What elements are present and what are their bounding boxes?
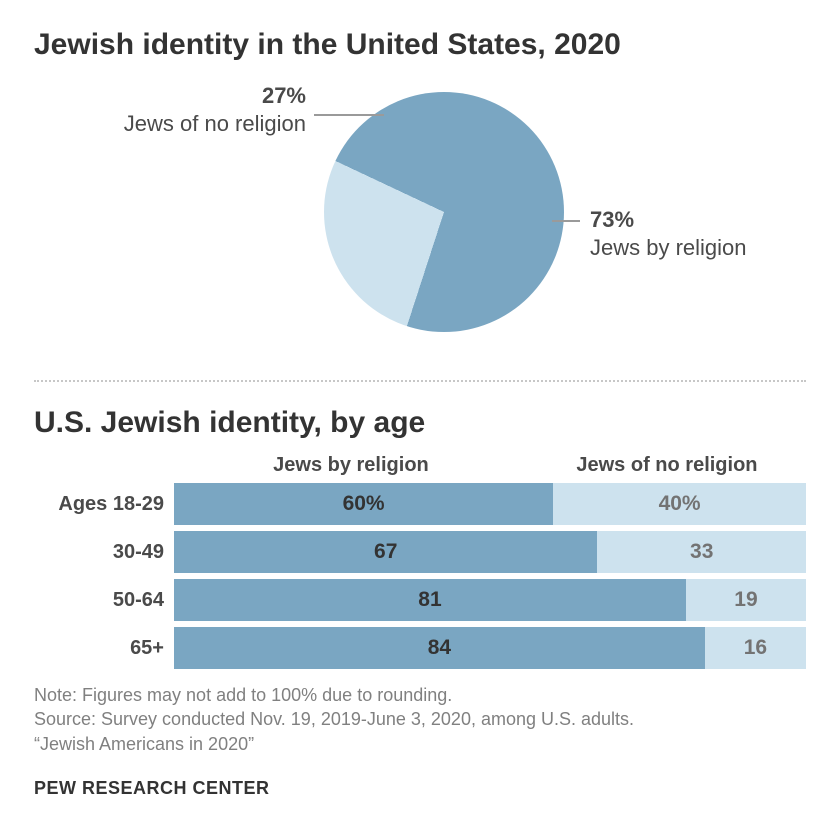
table-row: 30-496733 — [34, 531, 806, 573]
leader-line-by-religion — [552, 220, 580, 222]
bar-segment-by-religion: 60% — [174, 483, 553, 525]
bar-track: 8416 — [174, 627, 806, 669]
bar-segment-by-religion: 81 — [174, 579, 686, 621]
bar-segment-no-religion: 33 — [597, 531, 806, 573]
leader-line-no-religion — [314, 114, 384, 116]
row-label: 50-64 — [34, 589, 174, 612]
bar-track: 8119 — [174, 579, 806, 621]
pie-chart — [324, 92, 564, 332]
footnote-line: Source: Survey conducted Nov. 19, 2019-J… — [34, 707, 806, 731]
pie-label-by-religion: 73% Jews by religion — [590, 206, 790, 261]
chart-title-2: U.S. Jewish identity, by age — [34, 406, 806, 440]
pie-chart-disc — [324, 92, 564, 332]
bar-segment-no-religion: 19 — [686, 579, 806, 621]
pie-pct-by-religion: 73% — [590, 207, 634, 232]
footnotes: Note: Figures may not add to 100% due to… — [34, 683, 806, 756]
bar-headers: Jews by religion Jews of no religion — [174, 454, 806, 477]
section-divider — [34, 380, 806, 382]
table-row: Ages 18-2960%40% — [34, 483, 806, 525]
row-label: 65+ — [34, 637, 174, 660]
pie-text-by-religion: Jews by religion — [590, 235, 747, 260]
footnote-line: “Jewish Americans in 2020” — [34, 732, 806, 756]
bar-segment-by-religion: 84 — [174, 627, 705, 669]
bar-track: 6733 — [174, 531, 806, 573]
bar-header-right: Jews of no religion — [528, 454, 806, 477]
stacked-bar-chart: Jews by religion Jews of no religion Age… — [34, 454, 806, 669]
bar-segment-no-religion: 40% — [553, 483, 806, 525]
pie-chart-section: 27% Jews of no religion 73% Jews by reli… — [34, 82, 806, 372]
bar-segment-no-religion: 16 — [705, 627, 806, 669]
pie-label-no-religion: 27% Jews of no religion — [106, 82, 306, 137]
pie-text-no-religion: Jews of no religion — [124, 111, 306, 136]
bar-header-left: Jews by religion — [174, 454, 528, 477]
row-label: 30-49 — [34, 541, 174, 564]
pie-pct-no-religion: 27% — [262, 83, 306, 108]
bar-rows-container: Ages 18-2960%40%30-49673350-64811965+841… — [34, 483, 806, 669]
table-row: 50-648119 — [34, 579, 806, 621]
table-row: 65+8416 — [34, 627, 806, 669]
chart-title-1: Jewish identity in the United States, 20… — [34, 28, 806, 62]
footnote-line: Note: Figures may not add to 100% due to… — [34, 683, 806, 707]
source-attribution: PEW RESEARCH CENTER — [34, 778, 806, 799]
bar-track: 60%40% — [174, 483, 806, 525]
bar-segment-by-religion: 67 — [174, 531, 597, 573]
row-label: Ages 18-29 — [34, 493, 174, 516]
